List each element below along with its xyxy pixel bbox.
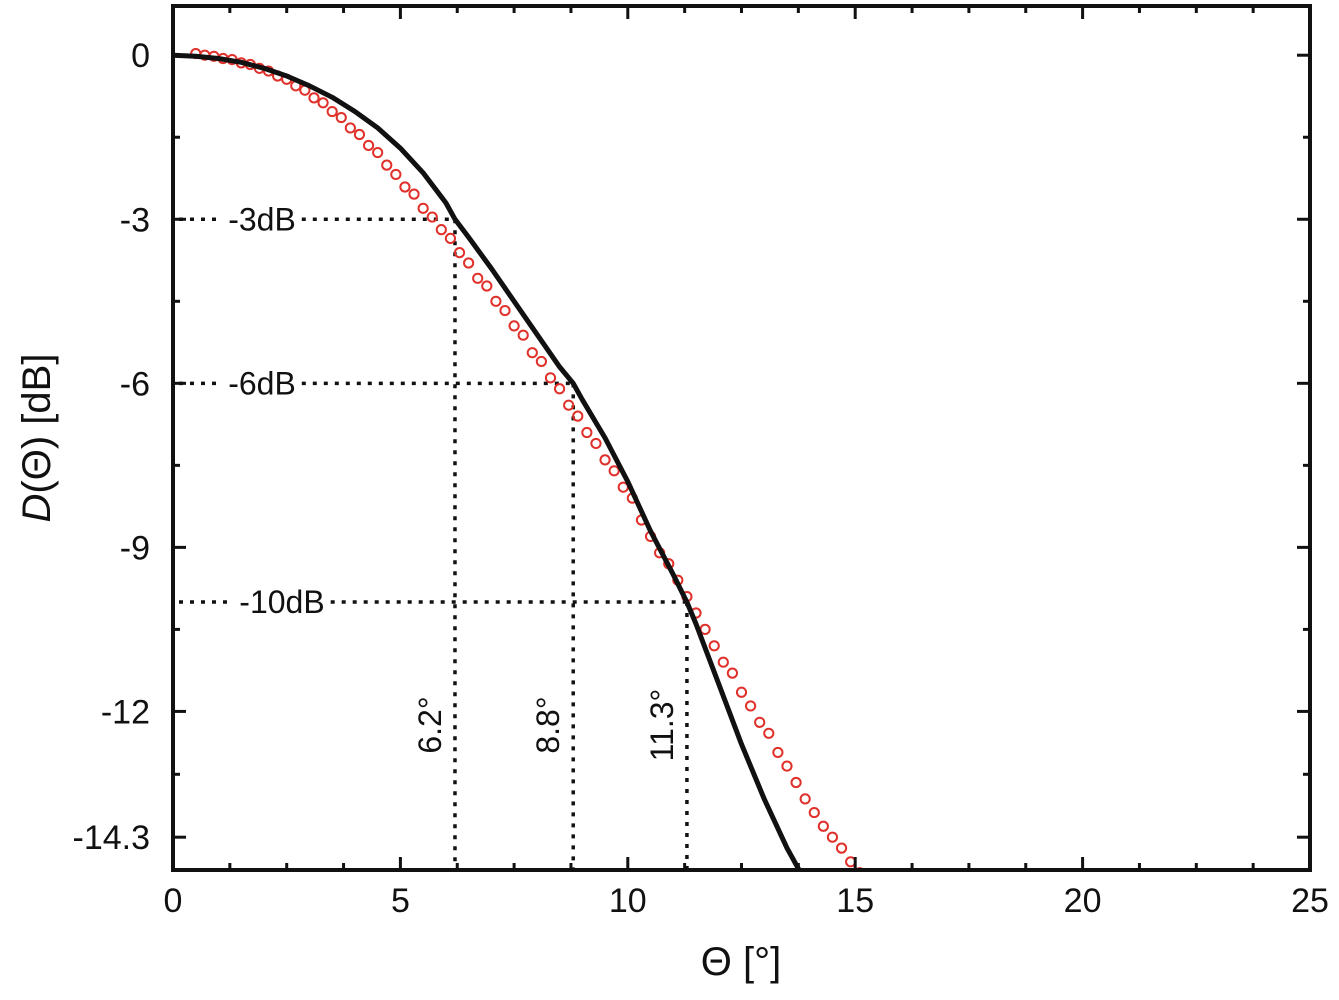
- measured-point: [790, 776, 802, 789]
- x-tick-label: 20: [1064, 882, 1102, 920]
- hline-label: -6dB: [228, 365, 296, 401]
- measured-point: [572, 410, 584, 422]
- x-tick-label: 25: [1291, 882, 1329, 920]
- measured-point: [817, 820, 829, 832]
- measured-point: [608, 465, 620, 477]
- y-tick-label: -12: [101, 693, 150, 731]
- measured-point: [344, 122, 356, 134]
- measured-point: [453, 247, 466, 259]
- measured-point: [553, 383, 566, 395]
- y-axis-label-symbol: D: [15, 494, 59, 523]
- measured-point: [517, 329, 529, 341]
- measured-point: [308, 92, 320, 104]
- measured-point: [744, 700, 757, 712]
- y-tick-label: -3: [120, 201, 150, 239]
- measured-point: [726, 667, 739, 679]
- x-tick-label: 10: [609, 882, 647, 920]
- measured-point: [508, 320, 520, 332]
- x-axis-label: Θ [°]: [701, 940, 781, 984]
- measured-point: [362, 139, 375, 152]
- measured-point: [472, 272, 484, 284]
- vline-label: 8.8°: [530, 696, 566, 753]
- x-tick-label: 15: [836, 882, 874, 920]
- measured-point: [526, 347, 538, 359]
- measured-point: [835, 842, 848, 854]
- measured-point: [335, 111, 347, 124]
- measured-point: [799, 793, 811, 805]
- hline-label: -10dB: [239, 584, 324, 620]
- measured-point: [317, 97, 329, 109]
- y-axis-label: D(Θ) [dB]: [15, 354, 59, 523]
- tick-labels: 0 5 10 15 20 25 0 -3 -6 -9 -12 -14.3: [73, 37, 1329, 920]
- measured-point: [381, 159, 393, 171]
- guide-lines: [179, 217, 689, 870]
- series-layer: [173, 47, 865, 870]
- measured-point: [499, 304, 511, 317]
- measured-point: [563, 399, 575, 411]
- vline-label: 6.2°: [412, 696, 448, 753]
- measured-point: [581, 426, 593, 439]
- measured-point: [444, 232, 457, 245]
- measured-point: [808, 806, 820, 819]
- measured-point: [326, 105, 338, 118]
- measured-point: [763, 727, 775, 739]
- measured-point: [408, 188, 420, 200]
- fit-curve: [173, 52, 802, 870]
- axis-ticks: [171, 6, 1312, 870]
- measured-point: [463, 257, 475, 269]
- measured-point: [826, 831, 839, 843]
- measured-point: [481, 280, 493, 292]
- measured-point: [717, 656, 729, 668]
- hline-label: -3dB: [228, 201, 296, 237]
- measured-point: [399, 181, 411, 193]
- y-tick-label: 0: [131, 37, 150, 75]
- measured-point: [490, 295, 502, 307]
- measured-point: [417, 202, 429, 214]
- annotation-labels: -3dB -6dB -10dB 6.2° 8.8° 11.3°: [228, 201, 680, 761]
- measured-point: [544, 372, 557, 384]
- y-tick-label: -6: [120, 365, 150, 403]
- measured-point: [372, 146, 384, 159]
- measured-point: [435, 224, 447, 236]
- y-tick-label: -9: [120, 529, 150, 567]
- measured-point: [426, 211, 438, 223]
- measured-point: [590, 437, 602, 450]
- measured-point: [599, 454, 611, 466]
- measured-point: [781, 760, 793, 772]
- y-tick-label: -14.3: [73, 819, 151, 857]
- measured-point: [708, 640, 720, 652]
- x-tick-label: 0: [164, 882, 183, 920]
- vline-label: 11.3°: [644, 689, 680, 762]
- measured-point: [535, 355, 547, 368]
- measured-point: [353, 128, 366, 141]
- measured-point: [390, 168, 402, 181]
- measured-point: [735, 686, 748, 698]
- measured-point: [772, 746, 784, 759]
- x-tick-label: 5: [391, 882, 410, 920]
- y-axis-label-rest: (Θ) [dB]: [15, 354, 59, 494]
- measured-point: [754, 716, 766, 728]
